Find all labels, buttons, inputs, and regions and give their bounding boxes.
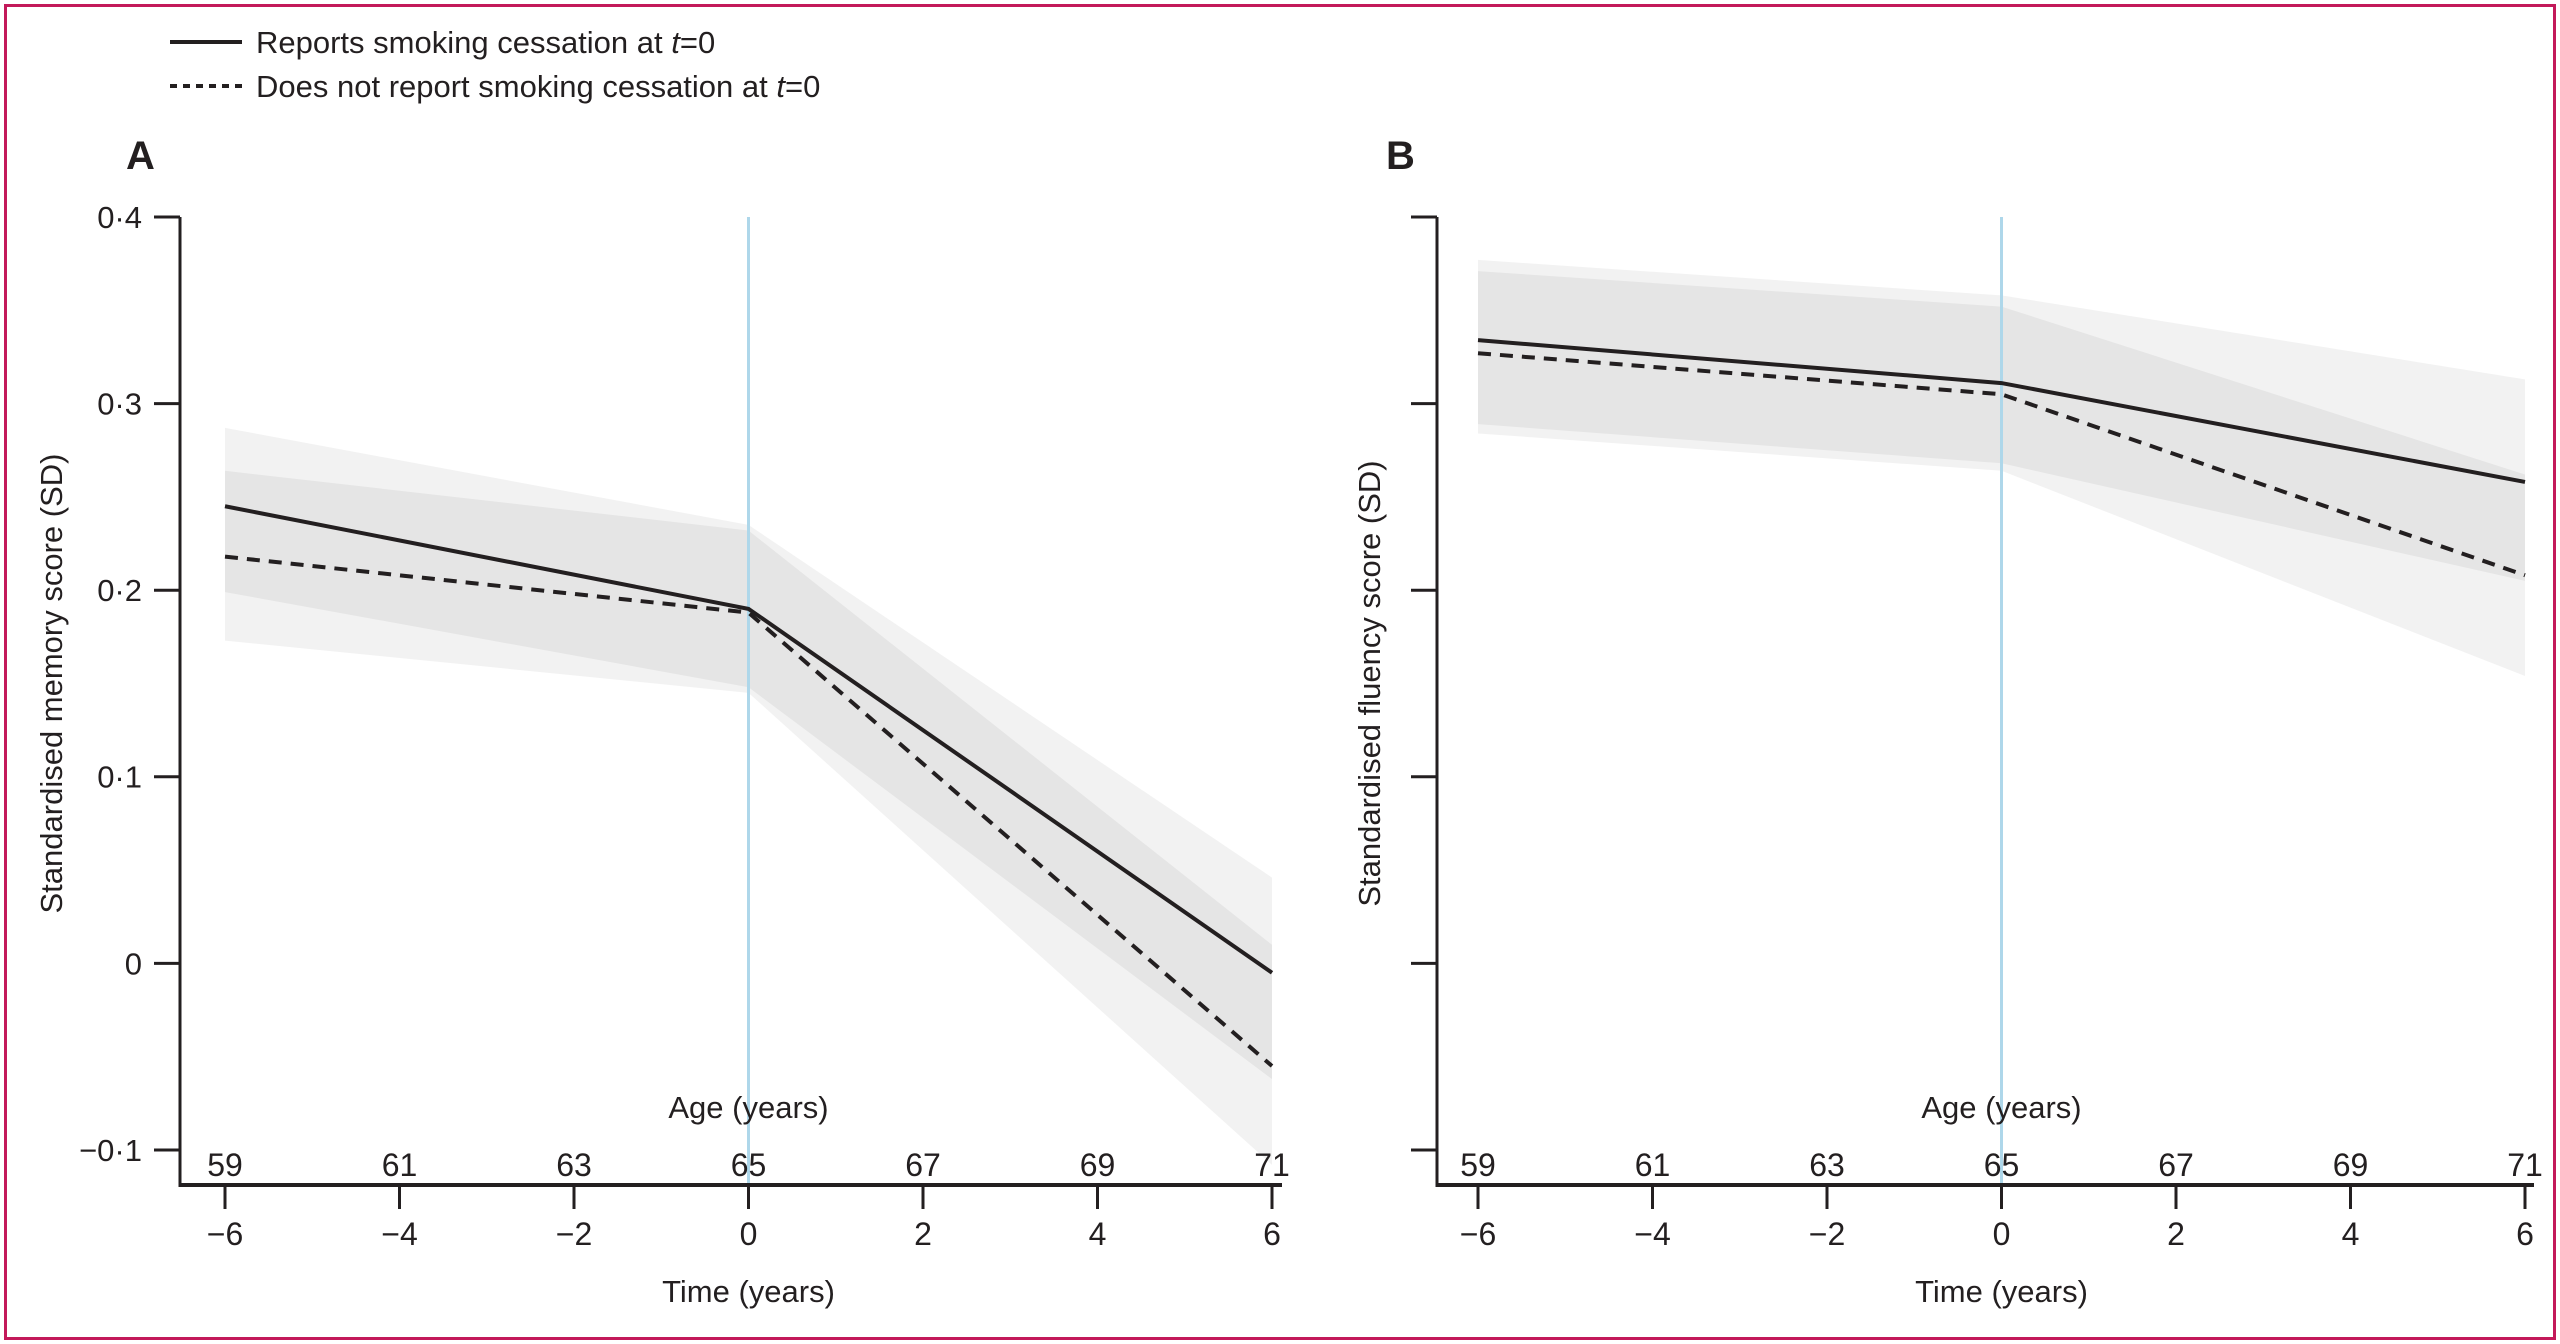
panel-a-label: A — [126, 134, 155, 178]
time-tick-label: 6 — [2516, 1216, 2534, 1252]
legend-item-label: Does not report smoking cessation at t=0 — [256, 68, 821, 104]
panel-a: 0·4 0·3 0·2 0·1 0 −0·1 59 −6 61 −4 63 −2 65 0 67 2 69 4 71… — [34, 200, 1290, 1309]
solid-series-line — [1477, 338, 2526, 484]
panel-b-label: B — [1386, 134, 1415, 178]
age-tick-label: 63 — [556, 1147, 592, 1183]
time-tick-label: 2 — [2167, 1216, 2185, 1252]
time-tick-label: 6 — [1263, 1216, 1281, 1252]
time-tick-label: 4 — [1089, 1216, 1107, 1252]
confidence-band — [225, 470, 1272, 1165]
time-tick-label: −2 — [1809, 1216, 1845, 1252]
panel-b: 59 −6 61 −4 63 −2 65 0 67 2 69 4 71 6 Age (years) Time … — [1352, 215, 2543, 1309]
y-tick-label: 0·1 — [97, 760, 142, 795]
legend-item: Does not report smoking cessation at t=0 — [170, 64, 820, 108]
age-tick-label: 61 — [382, 1147, 418, 1183]
age-tick-label: 65 — [731, 1147, 767, 1183]
time-tick-label: −4 — [1634, 1216, 1670, 1252]
solid-series-line — [224, 504, 1274, 975]
age-axis-title: Age (years) — [668, 1090, 828, 1125]
time-tick-label: 0 — [740, 1216, 758, 1252]
age-tick-label: 59 — [207, 1147, 243, 1183]
y-tick-label: −0·1 — [79, 1133, 142, 1168]
age-tick-label: 59 — [1460, 1147, 1496, 1183]
time-tick-label: −6 — [1460, 1216, 1496, 1252]
y-tick-label: 0·4 — [97, 200, 142, 235]
legend: Reports smoking cessation at t=0 Does no… — [170, 20, 820, 108]
y-axis-title: Standardised fluency score (SD) — [1352, 460, 1387, 906]
time-tick-label: −4 — [381, 1216, 417, 1252]
legend-item: Reports smoking cessation at t=0 — [170, 20, 820, 64]
confidence-band — [1478, 271, 2525, 677]
age-tick-label: 71 — [2507, 1147, 2543, 1183]
age-tick-label: 67 — [2158, 1147, 2194, 1183]
confidence-band — [225, 427, 1272, 1080]
legend-item-label: Reports smoking cessation at t=0 — [256, 24, 716, 60]
y-tick-label: 0·3 — [97, 386, 142, 421]
y-tick-label: 0 — [125, 946, 142, 981]
y-tick-label: 0·2 — [97, 573, 142, 608]
time-tick-label: 2 — [914, 1216, 932, 1252]
age-tick-label: 65 — [1984, 1147, 2020, 1183]
solid-line-swatch-icon — [170, 40, 242, 44]
y-axis-title: Standardised memory score (SD) — [34, 454, 69, 914]
time-tick-label: −2 — [556, 1216, 592, 1252]
age-tick-label: 63 — [1809, 1147, 1845, 1183]
time-tick-label: 0 — [1993, 1216, 2011, 1252]
time-axis-title: Time (years) — [662, 1274, 835, 1309]
time-tick-label: −6 — [207, 1216, 243, 1252]
age-tick-label: 69 — [1080, 1147, 1116, 1183]
age-tick-label: 71 — [1254, 1147, 1290, 1183]
age-tick-label: 61 — [1635, 1147, 1671, 1183]
time-axis-title: Time (years) — [1915, 1274, 2088, 1309]
time-tick-label: 4 — [2342, 1216, 2360, 1252]
age-axis-title: Age (years) — [1921, 1090, 2081, 1125]
age-tick-label: 67 — [905, 1147, 941, 1183]
age-tick-label: 69 — [2333, 1147, 2369, 1183]
figure-border — [4, 4, 2556, 1340]
dashed-line-swatch-icon — [170, 84, 242, 88]
